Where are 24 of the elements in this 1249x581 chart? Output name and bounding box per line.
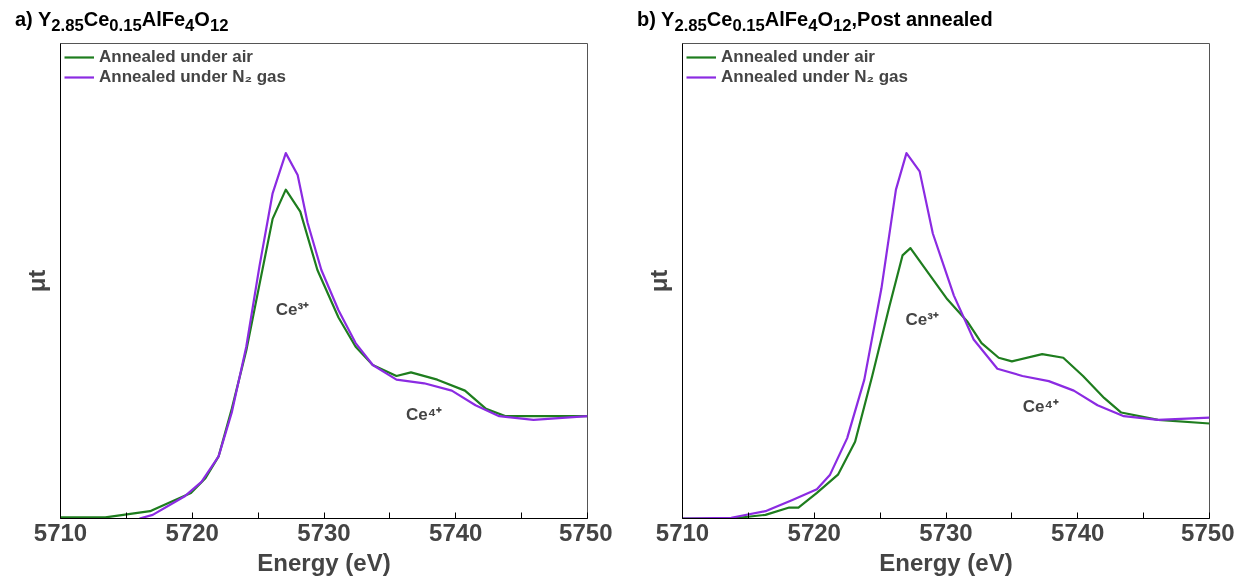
x-tick-label: 5740 bbox=[429, 518, 483, 546]
x-tick-label: 5710 bbox=[33, 518, 88, 546]
x-tick-label: 5740 bbox=[1051, 518, 1105, 546]
chart-title: a) Y$_{2.85}$Ce$_{0.15}$AlFe$_{4}$O$_{12}$ bbox=[15, 7, 229, 37]
legend-label: Annealed under air bbox=[99, 47, 253, 67]
x-tick-label: 5720 bbox=[787, 518, 841, 546]
chart-title: b) Y$_{2.85}$Ce$_{0.15}$AlFe$_{4}$O$_{12}$,Post annealed bbox=[637, 8, 993, 35]
annotation: Ce⁴⁺ bbox=[1022, 397, 1059, 417]
y-axis-title: μt bbox=[644, 269, 672, 293]
y-axis-title: μt bbox=[22, 269, 50, 293]
legend-label: Annealed under air bbox=[721, 47, 875, 67]
legend-label: Annealed under N₂ gas bbox=[99, 67, 287, 87]
x-tick-label: 5750 bbox=[559, 518, 613, 546]
x-tick-label: 5720 bbox=[165, 518, 219, 546]
x-axis-title: Energy (eV) bbox=[879, 548, 1013, 576]
x-tick-label: 5750 bbox=[1181, 518, 1235, 546]
annotation: Ce³⁺ bbox=[905, 309, 939, 329]
legend-label: Annealed under N₂ gas bbox=[721, 67, 909, 87]
x-axis-title: Energy (eV) bbox=[257, 548, 391, 576]
x-tick-label: 5710 bbox=[655, 518, 710, 546]
x-tick-label: 5730 bbox=[919, 518, 973, 546]
annotation: Ce³⁺ bbox=[275, 300, 310, 319]
x-tick-label: 5730 bbox=[297, 518, 351, 546]
annotation: Ce⁴⁺ bbox=[406, 404, 443, 424]
